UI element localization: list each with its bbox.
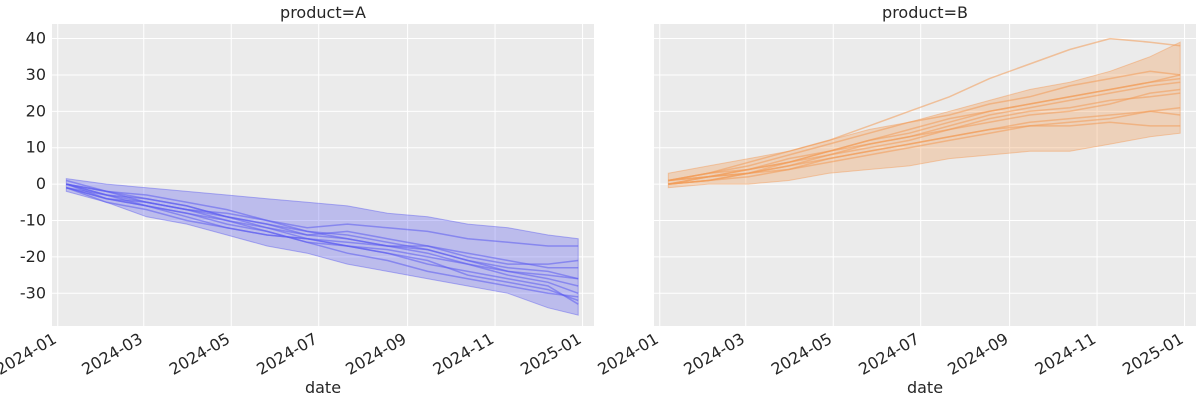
x-tick-label: 2025-01 xyxy=(1119,329,1186,379)
x-axis-label: date xyxy=(305,378,341,397)
sample-line-1 xyxy=(668,70,1181,182)
y-tick-label: 20 xyxy=(26,101,46,120)
x-tick-label: 2024-11 xyxy=(1032,329,1099,379)
x-tick-label: 2024-09 xyxy=(944,329,1011,379)
panel-title: product=A xyxy=(280,3,366,22)
sample-line-4 xyxy=(668,106,1181,185)
x-tick-label: 2024-07 xyxy=(253,329,320,379)
panel-product-b: 2024-01 2024-03 2024-05 2024-07 2024-09 2024-… xyxy=(594,3,1196,397)
uncertainty-band xyxy=(667,41,1181,189)
plot-area xyxy=(654,24,1196,326)
sample-line-8 xyxy=(668,92,1181,185)
panel-product-a: 40 30 20 10 0 -10 -20 -30 2024-01 2024-03 2024-05 2… xyxy=(0,3,594,397)
sample-line-9 xyxy=(668,74,1181,182)
x-tick-label: 2024-03 xyxy=(78,329,145,379)
y-tick-label: 0 xyxy=(36,174,46,193)
x-tick-label: 2024-11 xyxy=(430,329,497,379)
panel-title: product=B xyxy=(882,3,968,22)
sample-line-6 xyxy=(66,183,579,247)
sample-line-9 xyxy=(66,186,579,287)
x-tick-label: 2024-05 xyxy=(768,329,835,379)
plot-area xyxy=(52,24,594,326)
y-tick-label: -30 xyxy=(20,283,46,302)
x-axis-label: date xyxy=(907,378,943,397)
x-tick-label: 2025-01 xyxy=(517,329,584,379)
sample-line-7 xyxy=(66,186,579,298)
y-tick-label: 10 xyxy=(26,138,46,157)
y-tick-label: 30 xyxy=(26,65,46,84)
x-tick-label: 2024-01 xyxy=(594,329,661,379)
x-tick-label: 2024-05 xyxy=(166,329,233,379)
x-tick-label: 2024-07 xyxy=(855,329,922,379)
sample-line-10 xyxy=(66,183,579,280)
sample-line-5 xyxy=(668,37,1181,182)
y-tick-label: 40 xyxy=(26,29,46,48)
sample-line-10 xyxy=(668,110,1181,185)
x-tick-label: 2024-01 xyxy=(0,329,60,379)
y-tick-label: -20 xyxy=(20,247,46,266)
x-tick-label: 2024-09 xyxy=(342,329,409,379)
y-tick-label: -10 xyxy=(20,210,46,229)
x-tick-label: 2024-03 xyxy=(680,329,747,379)
